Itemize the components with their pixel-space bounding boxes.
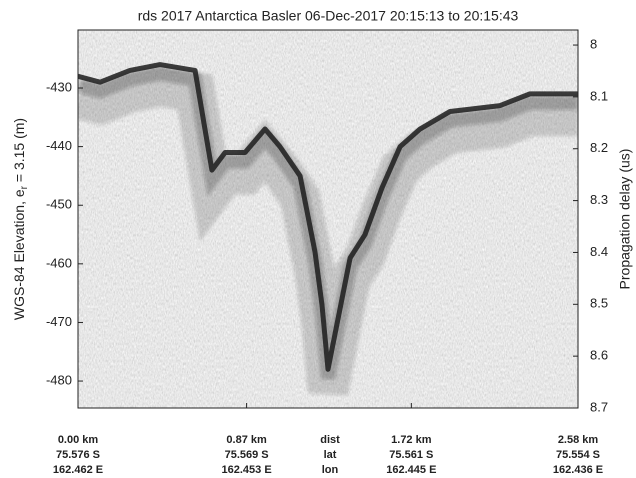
x-row-label: lat — [324, 449, 337, 461]
bed-layer — [78, 62, 578, 372]
y2-tick-label: 8.3 — [590, 192, 608, 207]
y-tick-label: -470 — [46, 314, 72, 329]
x-tick-lat: 75.576 S — [56, 449, 100, 461]
y-label-subscript: r — [19, 185, 30, 189]
y2-tick-label: 8.2 — [590, 140, 608, 155]
x-row-label: lon — [322, 464, 339, 476]
y-axis-label: WGS-84 Elevation, er = 3.15 (m) — [11, 118, 30, 320]
y-tick-label: -480 — [46, 372, 72, 387]
y2-tick-label: 8.4 — [590, 244, 608, 259]
x-tick-lon: 162.462 E — [53, 464, 103, 476]
x-tick-lat: 75.561 S — [389, 449, 433, 461]
x-tick-lon: 162.445 E — [386, 464, 436, 476]
x-row-label: dist — [320, 434, 340, 446]
x-tick-lon: 162.436 E — [553, 464, 603, 476]
y-tick-label: -450 — [46, 197, 72, 212]
axes-box — [77, 29, 579, 409]
y-label-part: = 3.15 (m) — [11, 118, 27, 186]
y2-tick-label: 8.5 — [590, 296, 608, 311]
y2-tick-label: 8.1 — [590, 88, 608, 103]
x-tick-label: 1.72 km — [391, 434, 432, 446]
x-tick-label: 0.87 km — [226, 434, 267, 446]
y-label-part: WGS-84 Elevation, e — [11, 189, 27, 320]
x-tick-label: 0.00 km — [58, 434, 99, 446]
x-tick-lat: 75.554 S — [556, 449, 600, 461]
y2-tick-label: 8.7 — [590, 399, 608, 414]
y2-tick-label: 8.6 — [590, 348, 608, 363]
x-tick-lat: 75.569 S — [225, 449, 269, 461]
y-tick-label: -460 — [46, 255, 72, 270]
x-tick-label: 2.58 km — [558, 434, 599, 446]
chart-title: rds 2017 Antarctica Basler 06-Dec-2017 2… — [138, 8, 519, 24]
y2-tick-label: 8 — [590, 36, 597, 51]
y-tick-label: -440 — [46, 138, 72, 153]
y2-axis-label: Propagation delay (us) — [617, 149, 633, 290]
x-tick-lon: 162.453 E — [222, 464, 272, 476]
y-tick-label: -430 — [46, 79, 72, 94]
plot-area — [78, 62, 578, 396]
